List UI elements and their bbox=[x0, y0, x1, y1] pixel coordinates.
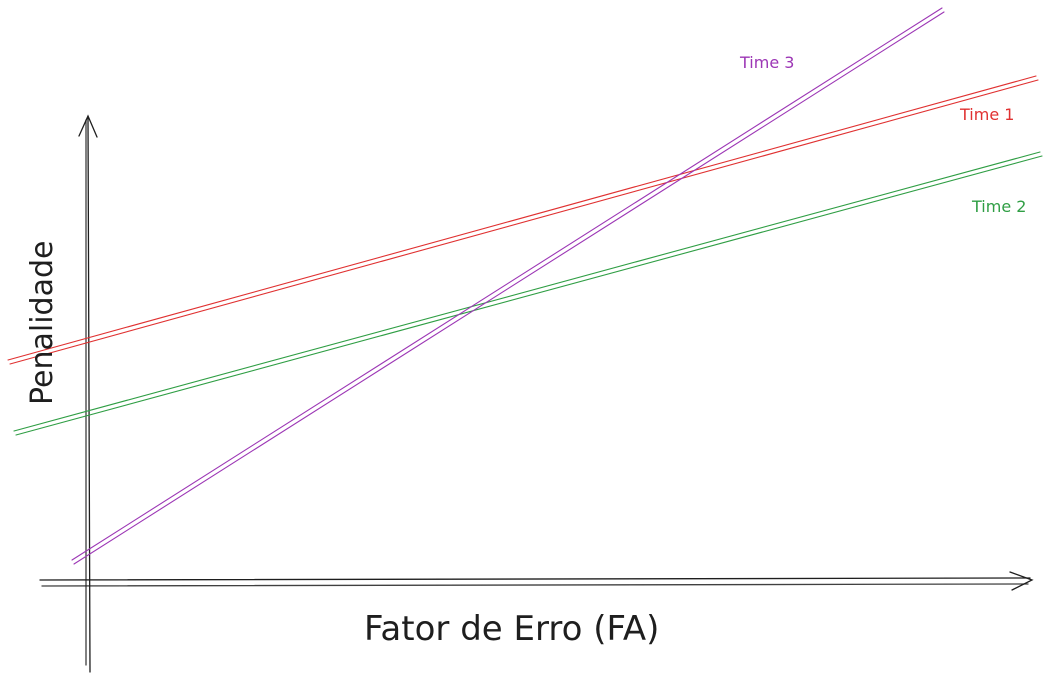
series-label-time-2: Time 2 bbox=[971, 197, 1026, 216]
x-axis-title: Fator de Erro (FA) bbox=[364, 609, 659, 649]
y-axis-arrowhead bbox=[78, 114, 98, 138]
series-line-time-3 bbox=[71, 7, 945, 565]
x-axis bbox=[39, 571, 1034, 591]
y-axis-title: Penalidade bbox=[25, 241, 60, 405]
series-label-time-3: Time 3 bbox=[739, 53, 794, 72]
series-label-time-1: Time 1 bbox=[959, 105, 1014, 124]
series-line-time-1 bbox=[7, 75, 1039, 365]
x-axis-arrowhead bbox=[1009, 571, 1034, 591]
y-axis bbox=[78, 114, 98, 673]
series-line-time-2 bbox=[13, 151, 1043, 436]
